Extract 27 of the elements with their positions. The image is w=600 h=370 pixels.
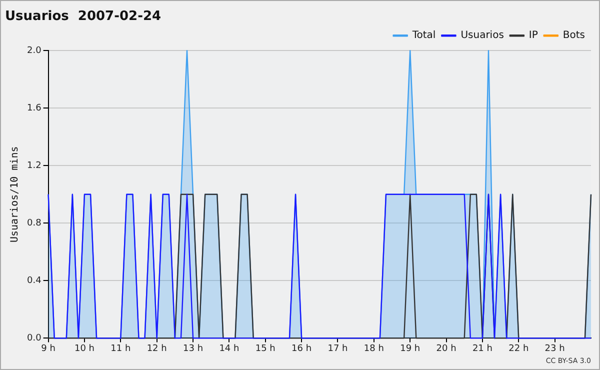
legend-label: Bots bbox=[562, 30, 585, 42]
y-tick-label: 0.8 bbox=[26, 218, 42, 229]
y-tick-label: 0.4 bbox=[26, 276, 42, 286]
x-tick-label: 22 h bbox=[508, 344, 529, 354]
chart-title: Usuarios 2007-02-24 bbox=[5, 9, 162, 24]
x-tick-label: 18 h bbox=[364, 344, 384, 354]
x-tick-label: 13 h bbox=[183, 344, 204, 354]
x-tick-label: 20 h bbox=[436, 344, 456, 354]
x-tick-label: 17 h bbox=[328, 344, 348, 354]
x-tick-label: 23 h bbox=[544, 344, 565, 354]
y-axis-title: Usuarios/10 mins bbox=[10, 146, 21, 243]
x-tick-label: 16 h bbox=[292, 344, 312, 354]
y-tick-label: 1.2 bbox=[26, 160, 42, 171]
x-tick-label: 19 h bbox=[400, 344, 420, 354]
x-tick-label: 11 h bbox=[110, 344, 131, 354]
x-tick-label: 10 h bbox=[74, 344, 95, 354]
legend-label: Total bbox=[411, 30, 436, 42]
y-tick-label: 1.6 bbox=[26, 103, 42, 114]
x-tick-label: 21 h bbox=[472, 344, 492, 354]
y-tick-label: 0.0 bbox=[26, 334, 42, 344]
legend-label: IP bbox=[528, 30, 538, 42]
x-tick-label: 15 h bbox=[255, 344, 276, 354]
legend-label: Usuarios bbox=[460, 30, 504, 42]
x-tick-label: 12 h bbox=[146, 344, 167, 354]
x-tick-label: 9 h bbox=[41, 344, 56, 354]
y-tick-label: 2.0 bbox=[26, 46, 42, 56]
x-tick-label: 14 h bbox=[219, 344, 240, 354]
